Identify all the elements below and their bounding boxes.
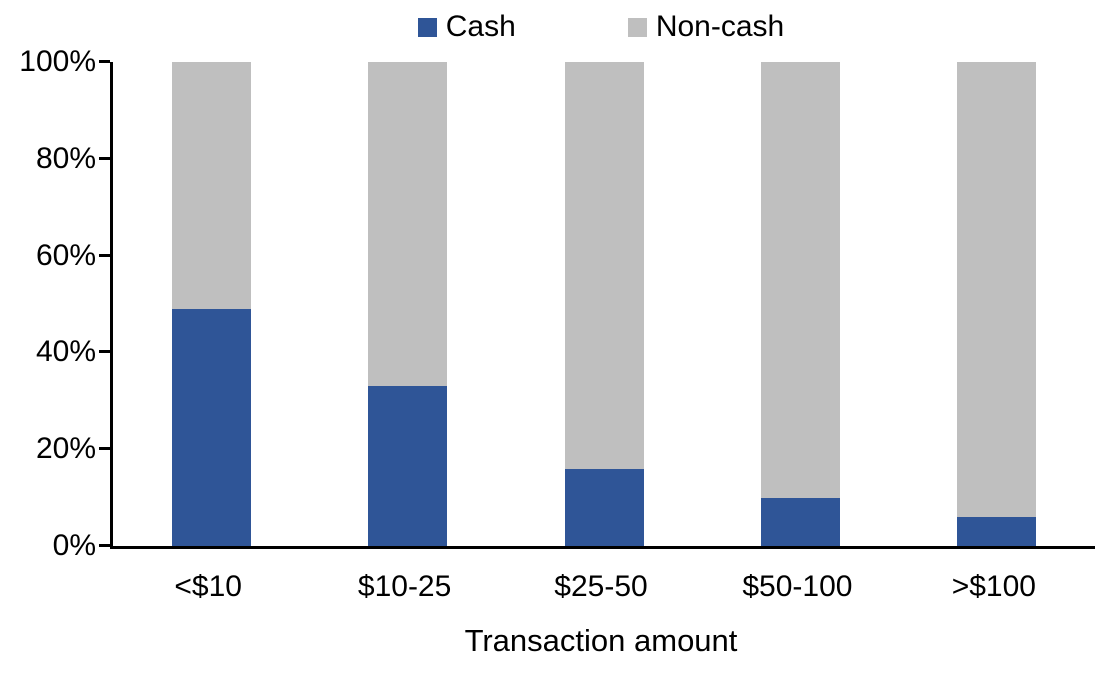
legend-label-cash: Cash: [445, 10, 516, 43]
y-tick-label: 60%: [35, 238, 96, 272]
legend-item-cash: Cash: [417, 10, 516, 43]
bar-segment-non-cash: [564, 62, 644, 469]
x-category-label: $25-50: [554, 570, 648, 603]
x-axis-title: Transaction amount: [464, 623, 738, 658]
x-category-label: $50-100: [742, 570, 853, 603]
bar-segment-non-cash: [760, 62, 840, 498]
bar-segment-cash: [564, 468, 644, 546]
bar-slot: [899, 62, 1095, 546]
bar-segment-non-cash: [171, 62, 251, 309]
y-tick-mark: [99, 544, 110, 547]
stacked-bar: [171, 62, 251, 546]
bar-segment-cash: [171, 308, 251, 546]
x-category-label: <$10: [174, 570, 242, 603]
y-tick-label: 80%: [35, 141, 96, 175]
stacked-bar: [564, 62, 644, 546]
bar-slot: [506, 62, 702, 546]
non-cash-swatch-icon: [627, 17, 647, 37]
y-tick-mark: [99, 447, 110, 451]
y-tick-label: 100%: [19, 45, 96, 78]
bar-segment-cash: [760, 497, 840, 546]
bar-segment-cash: [957, 516, 1037, 546]
y-tick-mark: [99, 350, 110, 354]
cash-swatch-icon: [417, 17, 437, 37]
bar-slot: [702, 62, 898, 546]
x-category-label: $10-25: [357, 570, 452, 603]
bar-segment-non-cash: [957, 62, 1037, 517]
y-tick-mark: [99, 253, 110, 257]
stacked-bar: [760, 62, 840, 546]
y-tick-label: 40%: [35, 335, 96, 369]
bar-segment-cash: [368, 386, 448, 546]
legend: Cash Non-cash: [110, 12, 1092, 42]
y-tick-label: 20%: [35, 432, 96, 466]
bar-slot: [113, 62, 309, 546]
y-tick-mark: [99, 156, 110, 160]
legend-item-non-cash: Non-cash: [627, 10, 785, 43]
plot-area: [110, 62, 1095, 549]
y-tick-label: 0%: [52, 529, 96, 562]
bar-slot: [309, 62, 505, 546]
y-axis-labels: 0% 20% 40% 60% 80% 100%: [0, 47, 96, 561]
x-axis-labels: <$10 $10-25 $25-50 $50-100 >$100: [110, 572, 1092, 602]
y-tick-mark: [99, 60, 110, 63]
legend-label-non-cash: Non-cash: [655, 10, 785, 43]
bar-segment-non-cash: [368, 62, 448, 387]
x-category-label: >$100: [951, 570, 1036, 603]
stacked-bar: [957, 62, 1037, 546]
stacked-bar: [368, 62, 448, 546]
y-axis-ticks: [99, 60, 110, 547]
